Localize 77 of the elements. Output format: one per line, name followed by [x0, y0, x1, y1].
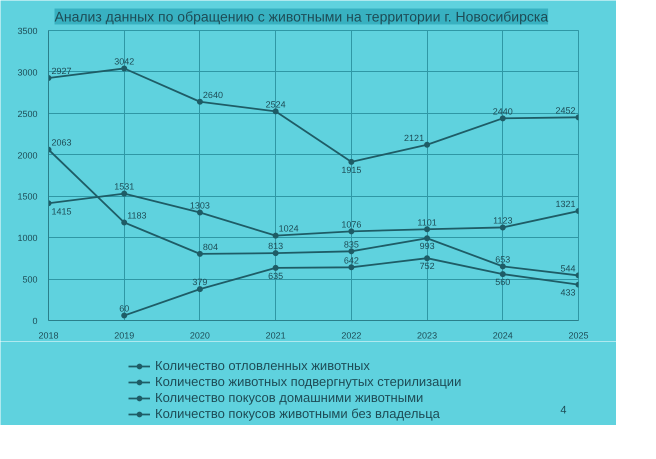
data-label: 835 — [344, 239, 359, 250]
data-label: 3042 — [114, 56, 134, 66]
point — [272, 108, 279, 114]
data-label: 433 — [560, 288, 576, 298]
data-label: 379 — [192, 277, 208, 288]
text: 4 — [560, 404, 567, 416]
data-label: 1123 — [493, 215, 512, 226]
y-tick-label: 0 — [32, 316, 38, 326]
data-label: 1183 — [127, 210, 147, 220]
x-tick-label: 2022 — [341, 330, 362, 340]
data-label: 635 — [268, 270, 284, 281]
x-tick-label: 2024 — [492, 330, 513, 340]
data-label: 804 — [202, 242, 218, 252]
y-tick-label: 3500 — [17, 26, 38, 36]
point — [272, 232, 279, 239]
point — [121, 65, 128, 72]
point — [424, 255, 430, 262]
data-label: 2440 — [492, 106, 513, 116]
legend-label: Количество животных подвергнутых стерилизации — [155, 374, 462, 389]
point — [500, 115, 506, 122]
point — [272, 250, 279, 256]
data-label: 653 — [495, 254, 510, 264]
chart-title: Анализ данных по обращению с животными на территории г. Новосибирска — [54, 8, 548, 24]
x-tick-label: 2019 — [114, 330, 134, 340]
point — [424, 226, 430, 232]
data-label: 752 — [420, 261, 435, 272]
data-label: 1303 — [190, 200, 210, 211]
point — [500, 224, 506, 230]
x-tick-label: 2023 — [417, 330, 438, 340]
y-tick-label: 500 — [22, 274, 38, 285]
x-tick-label: 2020 — [190, 330, 210, 340]
point — [196, 286, 203, 292]
point — [121, 219, 128, 226]
point — [121, 312, 128, 319]
data-label: 560 — [495, 277, 510, 288]
point — [500, 271, 506, 278]
y-tick-label: 3000 — [17, 67, 38, 78]
data-label: 2063 — [52, 138, 72, 148]
data-label: 1321 — [555, 199, 576, 210]
legend-label: Количество покусов домашними животными — [155, 390, 424, 405]
y-tick-label: 2500 — [17, 108, 38, 119]
data-label: 2524 — [266, 99, 286, 110]
point — [196, 210, 203, 216]
y-tick-label: 1000 — [17, 233, 38, 244]
x-tick-label: 2018 — [38, 330, 59, 340]
data-label: 2121 — [404, 132, 424, 143]
y-tick-label: 1500 — [17, 192, 38, 202]
point — [348, 228, 354, 234]
legend-label: Количество покусов животными без владельца — [155, 406, 440, 421]
point — [196, 250, 203, 257]
point — [424, 235, 430, 242]
data-label: 544 — [560, 263, 576, 274]
point — [121, 190, 128, 197]
legend-label: Количество отловленных животных — [155, 358, 370, 373]
data-label: 2452 — [555, 105, 576, 116]
point — [500, 263, 506, 270]
data-label: 2640 — [202, 90, 223, 100]
data-label: 1531 — [114, 182, 134, 192]
data-label: 60 — [119, 304, 130, 314]
data-label: 1101 — [417, 217, 437, 228]
point — [196, 98, 203, 105]
point — [424, 142, 430, 148]
data-label: 1915 — [341, 164, 362, 175]
data-label: 813 — [268, 241, 284, 252]
data-label: 1415 — [52, 206, 72, 216]
point — [348, 158, 354, 165]
point — [348, 264, 354, 270]
x-tick-label: 2021 — [266, 330, 286, 340]
point — [348, 248, 354, 254]
data-label: 1024 — [278, 224, 299, 234]
data-label: 1076 — [341, 219, 362, 230]
data-label: 2927 — [52, 66, 72, 76]
data-label: 993 — [420, 241, 435, 252]
data-label: 642 — [344, 255, 359, 266]
x-tick-label: 2025 — [568, 330, 589, 340]
point — [272, 264, 279, 271]
y-tick-label: 2000 — [17, 150, 38, 160]
